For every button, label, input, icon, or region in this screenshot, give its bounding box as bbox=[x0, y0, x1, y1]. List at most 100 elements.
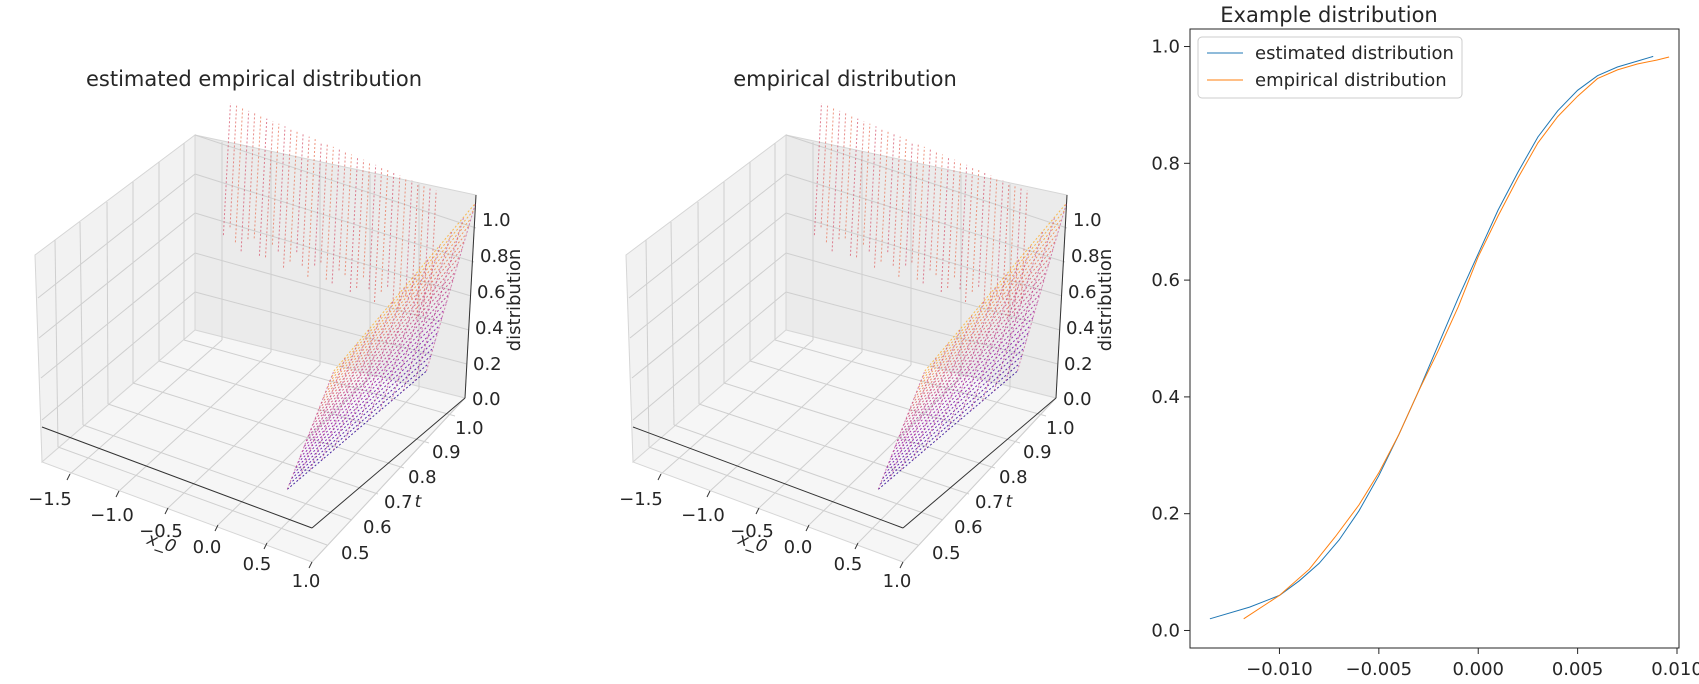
chart-title-estimated: estimated empirical distribution bbox=[86, 67, 422, 91]
x-ticks: −0.010 −0.005 0.000 0.005 0.010 bbox=[1246, 648, 1699, 680]
surface-wire-x bbox=[367, 272, 417, 421]
surface-strand bbox=[953, 162, 962, 278]
legend-label-empirical: empirical distribution bbox=[1255, 70, 1447, 91]
surface-strand bbox=[905, 141, 913, 266]
surface-strand bbox=[429, 190, 437, 303]
surface-plot-estimated: estimated empirical distribution bbox=[28, 67, 525, 592]
surface-wire-x bbox=[1016, 202, 1068, 372]
x-tick-label: −1.5 bbox=[28, 489, 72, 510]
surface-wire-t bbox=[880, 363, 1020, 485]
surface-wire-x bbox=[321, 328, 370, 460]
surface-strand bbox=[416, 185, 425, 317]
surface-strand bbox=[289, 131, 298, 262]
surface-strand bbox=[374, 167, 383, 303]
surface-strand bbox=[898, 139, 907, 277]
surface-strand bbox=[362, 162, 371, 278]
surface-wire-x bbox=[901, 342, 949, 470]
surface-plot-empirical: empirical distribution bbox=[619, 67, 1116, 592]
x-ticks: −1.5 −1.0 −0.5 0.0 0.5 1.0 bbox=[619, 489, 911, 592]
surface-strand bbox=[838, 113, 847, 240]
surface-strand bbox=[229, 105, 238, 228]
surface-strand bbox=[301, 136, 310, 266]
surface-strand bbox=[892, 136, 901, 266]
z-tick-label: 0.6 bbox=[477, 282, 506, 303]
t-tick-label: 0.5 bbox=[341, 543, 370, 564]
y-ticks: 0.0 0.2 0.4 0.6 0.8 1.0 bbox=[1151, 37, 1190, 641]
surface-strand bbox=[983, 175, 992, 304]
grid-lines bbox=[628, 134, 1068, 563]
surface-strand bbox=[405, 180, 413, 297]
surface-wire-x bbox=[379, 258, 429, 411]
surface-strand bbox=[253, 115, 262, 239]
surface-wire-x bbox=[889, 356, 938, 480]
surface-wire-x bbox=[1005, 216, 1056, 382]
x-ticks: −1.5 −1.0 −0.5 0.0 0.5 1.0 bbox=[28, 489, 320, 592]
t-tick-label: 0.9 bbox=[1023, 442, 1052, 463]
surface-strand bbox=[1002, 182, 1010, 299]
z-axis-label: distribution bbox=[504, 249, 525, 352]
surface-strand bbox=[422, 187, 431, 315]
t-axis-line bbox=[902, 397, 1057, 529]
surface-strand bbox=[947, 159, 956, 289]
x-tick-label: −0.010 bbox=[1246, 659, 1313, 680]
surface-strand bbox=[849, 118, 859, 256]
y-tick-label: 0.0 bbox=[1151, 620, 1180, 641]
surface-strand bbox=[356, 159, 365, 289]
surface-wire-x bbox=[356, 286, 406, 431]
surface-wire-x bbox=[286, 370, 335, 490]
surface-wireframe bbox=[813, 103, 1068, 490]
surface-strand bbox=[940, 157, 950, 293]
y-tick-label: 1.0 bbox=[1151, 37, 1180, 58]
t-tick-label: 0.8 bbox=[999, 467, 1028, 488]
surface-strand bbox=[344, 154, 352, 276]
x-tick-label: −1.0 bbox=[681, 505, 725, 526]
surface-wire-x bbox=[310, 342, 358, 470]
z-tick-label: 0.4 bbox=[1066, 318, 1095, 339]
surface-wire-x bbox=[414, 216, 465, 382]
z-axis-line bbox=[464, 194, 477, 399]
surface-strand bbox=[247, 113, 256, 240]
surface-wire-t bbox=[295, 340, 436, 469]
z-tick-label: 1.0 bbox=[482, 210, 511, 231]
surface-strand bbox=[880, 131, 889, 262]
surface-wire-x bbox=[958, 272, 1008, 421]
surface-strand bbox=[971, 169, 980, 292]
x-tick-label: 0.5 bbox=[243, 554, 272, 575]
surface-strand bbox=[1020, 190, 1028, 303]
surface-strand bbox=[392, 175, 401, 304]
surface-strand bbox=[258, 118, 268, 256]
t-tick-label: 0.7 bbox=[384, 492, 413, 513]
surface-strand bbox=[868, 126, 877, 252]
x-tick-label: 0.0 bbox=[193, 537, 222, 558]
surface-strand bbox=[862, 123, 871, 245]
surface-strand bbox=[283, 128, 292, 268]
surface-strand bbox=[314, 141, 322, 266]
t-tick-label: 1.0 bbox=[1046, 418, 1075, 439]
series-line-estimated bbox=[1209, 55, 1654, 620]
surface-strand bbox=[844, 115, 853, 239]
x-axis-line bbox=[41, 426, 313, 529]
surface-strand bbox=[265, 121, 274, 258]
t-ticks: 0.5 0.6 0.7 0.8 0.9 1.0 bbox=[932, 418, 1075, 564]
y-tick-label: 0.2 bbox=[1151, 504, 1180, 525]
surface-wire-x bbox=[982, 244, 1032, 401]
x-tick-label: −1.0 bbox=[90, 505, 134, 526]
line-plot-example: Example distribution −0.010 −0.005 0.000 0.… bbox=[1151, 3, 1699, 680]
surface-strand bbox=[1013, 187, 1022, 315]
t-ticks: 0.5 0.6 0.7 0.8 0.9 1.0 bbox=[341, 418, 484, 564]
surface-wire-t bbox=[310, 286, 452, 431]
surface-strand bbox=[996, 180, 1004, 297]
t-tick-label: 0.6 bbox=[363, 517, 392, 538]
x-tick-label: −0.5 bbox=[139, 521, 183, 542]
surface-strand bbox=[411, 182, 419, 299]
x-axis-line bbox=[632, 426, 904, 529]
surface-strand bbox=[380, 169, 389, 292]
y-tick-label: 0.6 bbox=[1151, 270, 1180, 291]
z-tick-label: 0.4 bbox=[475, 318, 504, 339]
surface-strand bbox=[874, 128, 883, 268]
z-ticks: 0.0 0.2 0.4 0.6 0.8 1.0 bbox=[472, 210, 511, 410]
x-tick-label: −1.5 bbox=[619, 489, 663, 510]
series-lines bbox=[1209, 55, 1670, 620]
surface-strand bbox=[959, 164, 968, 290]
